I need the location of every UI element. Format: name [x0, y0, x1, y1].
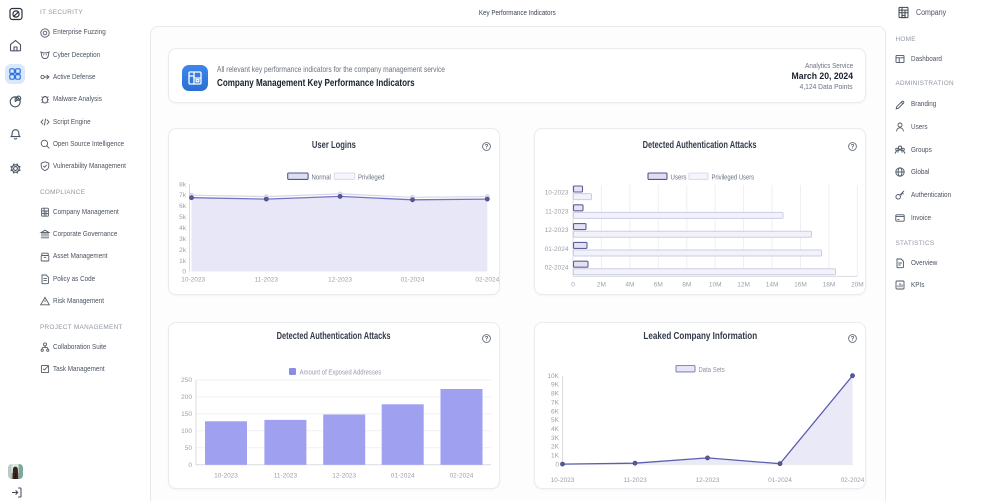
svg-text:01-2024: 01-2024 [401, 277, 425, 284]
svg-text:12-2023: 12-2023 [328, 277, 352, 284]
svg-text:Amount of Exposed Addresses: Amount of Exposed Addresses [300, 369, 382, 376]
svg-text:Privileged Users: Privileged Users [712, 174, 755, 181]
svg-text:0: 0 [182, 269, 186, 276]
svg-text:3K: 3K [551, 435, 560, 442]
svg-text:1k: 1k [179, 258, 187, 265]
svg-text:11-2023: 11-2023 [623, 477, 647, 484]
svg-text:16M: 16M [794, 282, 807, 289]
svg-text:1K: 1K [551, 453, 560, 460]
svg-text:4M: 4M [625, 282, 634, 289]
svg-text:?: ? [851, 336, 855, 343]
svg-text:12-2023: 12-2023 [696, 477, 720, 484]
svg-text:Privileged: Privileged [358, 174, 385, 181]
svg-text:10-2023: 10-2023 [551, 477, 575, 484]
svg-text:10M: 10M [709, 282, 722, 289]
svg-text:14M: 14M [766, 282, 779, 289]
svg-text:6K: 6K [551, 408, 560, 415]
svg-text:10-2023: 10-2023 [214, 473, 238, 480]
svg-text:9K: 9K [551, 382, 560, 389]
svg-text:7K: 7K [551, 399, 560, 406]
svg-text:8k: 8k [179, 181, 187, 188]
svg-text:250: 250 [181, 377, 192, 384]
svg-text:01-2024: 01-2024 [545, 246, 569, 253]
svg-text:02-2024: 02-2024 [475, 277, 499, 284]
svg-text:6M: 6M [654, 282, 663, 289]
svg-text:50: 50 [185, 445, 193, 452]
svg-text:5k: 5k [179, 214, 187, 221]
svg-text:12-2023: 12-2023 [545, 227, 569, 234]
svg-text:18M: 18M [823, 282, 836, 289]
svg-text:6k: 6k [179, 203, 187, 210]
svg-text:4K: 4K [551, 426, 560, 433]
svg-text:0: 0 [555, 461, 559, 468]
svg-text:Data Sets: Data Sets [699, 367, 726, 374]
svg-text:02-2024: 02-2024 [545, 265, 569, 272]
svg-text:4k: 4k [179, 225, 187, 232]
svg-text:02-2024: 02-2024 [450, 473, 474, 480]
svg-text:2K: 2K [551, 444, 560, 451]
svg-text:01-2024: 01-2024 [391, 473, 415, 480]
svg-text:3k: 3k [179, 236, 187, 243]
svg-text:?: ? [851, 144, 855, 151]
svg-text:?: ? [485, 336, 489, 343]
svg-text:?: ? [485, 144, 489, 151]
svg-text:8M: 8M [682, 282, 691, 289]
svg-text:10-2023: 10-2023 [181, 277, 205, 284]
svg-text:12-2023: 12-2023 [332, 473, 356, 480]
svg-text:11-2023: 11-2023 [274, 473, 298, 480]
svg-text:Normal: Normal [312, 174, 332, 181]
svg-text:Users: Users [671, 174, 687, 181]
svg-text:150: 150 [181, 411, 192, 418]
svg-text:7k: 7k [179, 192, 187, 199]
svg-text:200: 200 [181, 394, 192, 401]
svg-text:01-2024: 01-2024 [768, 477, 792, 484]
svg-text:12M: 12M [737, 282, 750, 289]
svg-text:20M: 20M [851, 282, 864, 289]
svg-text:0: 0 [188, 462, 192, 469]
svg-text:02-2024: 02-2024 [841, 477, 865, 484]
svg-text:2M: 2M [597, 282, 606, 289]
svg-text:0: 0 [571, 282, 575, 289]
svg-text:10K: 10K [547, 373, 559, 380]
svg-text:11-2023: 11-2023 [545, 208, 569, 215]
svg-text:10-2023: 10-2023 [545, 190, 569, 197]
svg-text:8K: 8K [551, 391, 560, 398]
svg-text:2k: 2k [179, 247, 187, 254]
svg-text:100: 100 [181, 428, 192, 435]
svg-text:5K: 5K [551, 417, 560, 424]
svg-text:11-2023: 11-2023 [255, 277, 279, 284]
